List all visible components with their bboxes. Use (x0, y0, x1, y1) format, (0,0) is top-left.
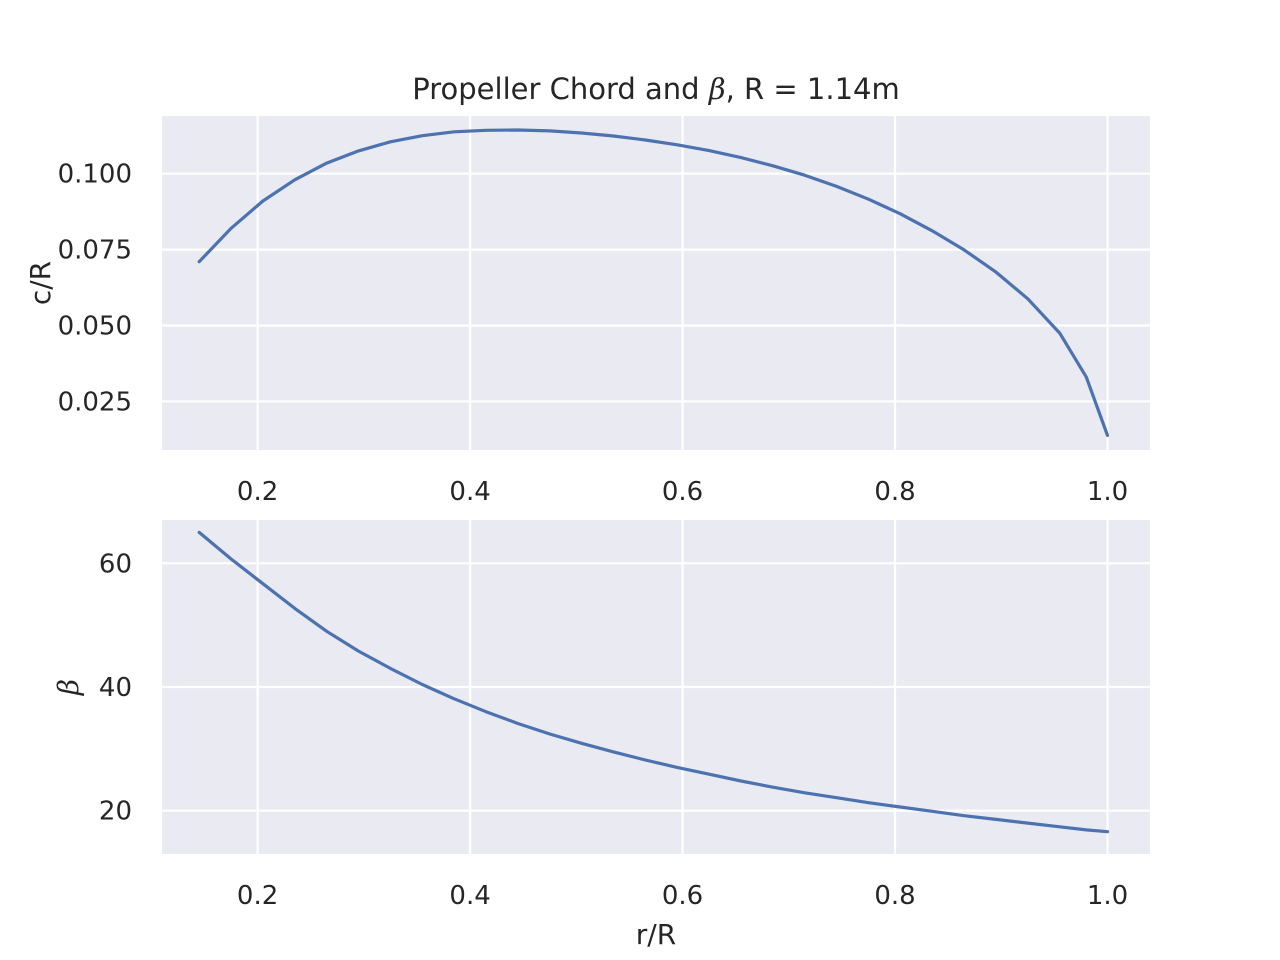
y-tick-label: 0.050 (58, 312, 132, 342)
y-tick-label: 60 (99, 549, 132, 579)
x-tick-label: 1.0 (1087, 477, 1128, 507)
x-tick-label: 0.6 (662, 881, 703, 911)
y-tick-label: 40 (99, 673, 132, 703)
y-tick-label: 0.075 (58, 236, 132, 266)
series-line (197, 128, 1110, 437)
x-tick-label: 0.8 (874, 477, 915, 507)
x-tick-label: 0.2 (237, 881, 278, 911)
y-tick-label: 20 (99, 797, 132, 827)
x-tick-label: 0.8 (874, 881, 915, 911)
x-axis-label: r/R (636, 918, 676, 951)
y-tick-label: 0.025 (58, 387, 132, 417)
x-tick-label: 0.6 (662, 477, 703, 507)
x-tick-label: 0.4 (449, 477, 490, 507)
beta-subplot: 0.2 0.4 0.6 0.8 1.0 20 40 60 β r/R (52, 520, 1150, 951)
y-tick-label: 0.100 (58, 160, 132, 190)
chart-title: Propeller Chord and β, R = 1.14m (412, 72, 899, 106)
chord-subplot: 0.2 0.4 0.6 0.8 1.0 0.025 0.050 0.075 0.100 c/R (24, 116, 1150, 507)
plot-area (162, 116, 1150, 450)
y-axis-label: c/R (24, 261, 57, 305)
y-axis-label: β (52, 679, 85, 696)
x-tick-label: 0.4 (449, 881, 490, 911)
series-line (197, 530, 1110, 834)
x-tick-label: 0.2 (237, 477, 278, 507)
x-tick-label: 1.0 (1087, 881, 1128, 911)
